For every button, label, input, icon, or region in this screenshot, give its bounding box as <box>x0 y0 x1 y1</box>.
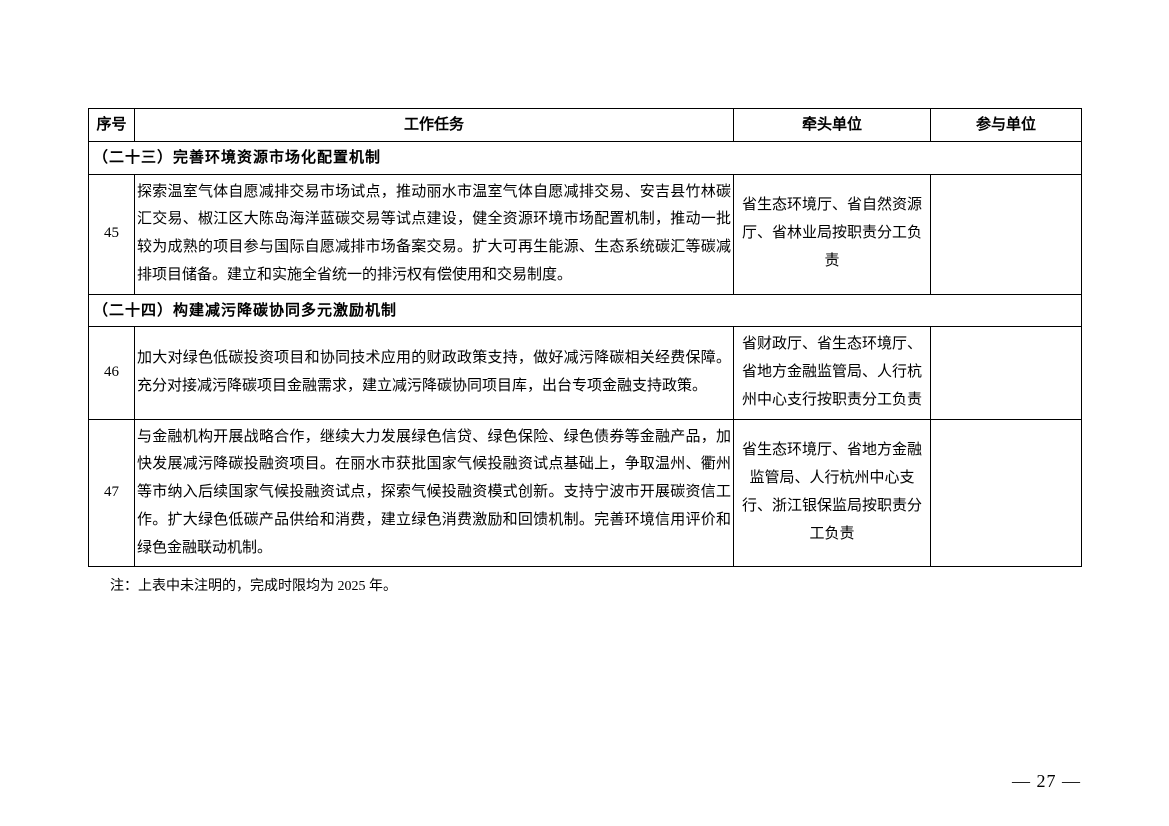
table-row: 45 探索温室气体自愿减排交易市场试点，推动丽水市温室气体自愿减排交易、安吉县竹… <box>89 174 1082 294</box>
cell-lead: 省生态环境厅、省地方金融监管局、人行杭州中心支行、浙江银保监局按职责分工负责 <box>734 419 931 567</box>
section-label: （二十三）完善环境资源市场化配置机制 <box>89 141 1082 174</box>
table-footnote: 注：上表中未注明的，完成时限均为 2025 年。 <box>88 575 1081 595</box>
cell-task: 探索温室气体自愿减排交易市场试点，推动丽水市温室气体自愿减排交易、安吉县竹林碳汇… <box>135 174 734 294</box>
task-table: 序号 工作任务 牵头单位 参与单位 （二十三）完善环境资源市场化配置机制 45 … <box>88 108 1082 567</box>
table-row: 46 加大对绿色低碳投资项目和协同技术应用的财政政策支持，做好减污降碳相关经费保… <box>89 327 1082 419</box>
col-header-part: 参与单位 <box>931 109 1082 142</box>
col-header-lead: 牵头单位 <box>734 109 931 142</box>
page-number: — 27 — <box>1012 771 1081 792</box>
section-row: （二十四）构建减污降碳协同多元激励机制 <box>89 294 1082 327</box>
col-header-task: 工作任务 <box>135 109 734 142</box>
cell-seq: 47 <box>89 419 135 567</box>
cell-part <box>931 174 1082 294</box>
cell-lead: 省财政厅、省生态环境厅、省地方金融监管局、人行杭州中心支行按职责分工负责 <box>734 327 931 419</box>
col-header-seq: 序号 <box>89 109 135 142</box>
cell-lead: 省生态环境厅、省自然资源厅、省林业局按职责分工负责 <box>734 174 931 294</box>
cell-seq: 45 <box>89 174 135 294</box>
section-row: （二十三）完善环境资源市场化配置机制 <box>89 141 1082 174</box>
cell-seq: 46 <box>89 327 135 419</box>
table-row: 47 与金融机构开展战略合作，继续大力发展绿色信贷、绿色保险、绿色债券等金融产品… <box>89 419 1082 567</box>
cell-part <box>931 419 1082 567</box>
cell-task: 加大对绿色低碳投资项目和协同技术应用的财政政策支持，做好减污降碳相关经费保障。充… <box>135 327 734 419</box>
table-header: 序号 工作任务 牵头单位 参与单位 <box>89 109 1082 142</box>
cell-task: 与金融机构开展战略合作，继续大力发展绿色信贷、绿色保险、绿色债券等金融产品，加快… <box>135 419 734 567</box>
document-page: 序号 工作任务 牵头单位 参与单位 （二十三）完善环境资源市场化配置机制 45 … <box>0 0 1169 595</box>
cell-part <box>931 327 1082 419</box>
section-label: （二十四）构建减污降碳协同多元激励机制 <box>89 294 1082 327</box>
